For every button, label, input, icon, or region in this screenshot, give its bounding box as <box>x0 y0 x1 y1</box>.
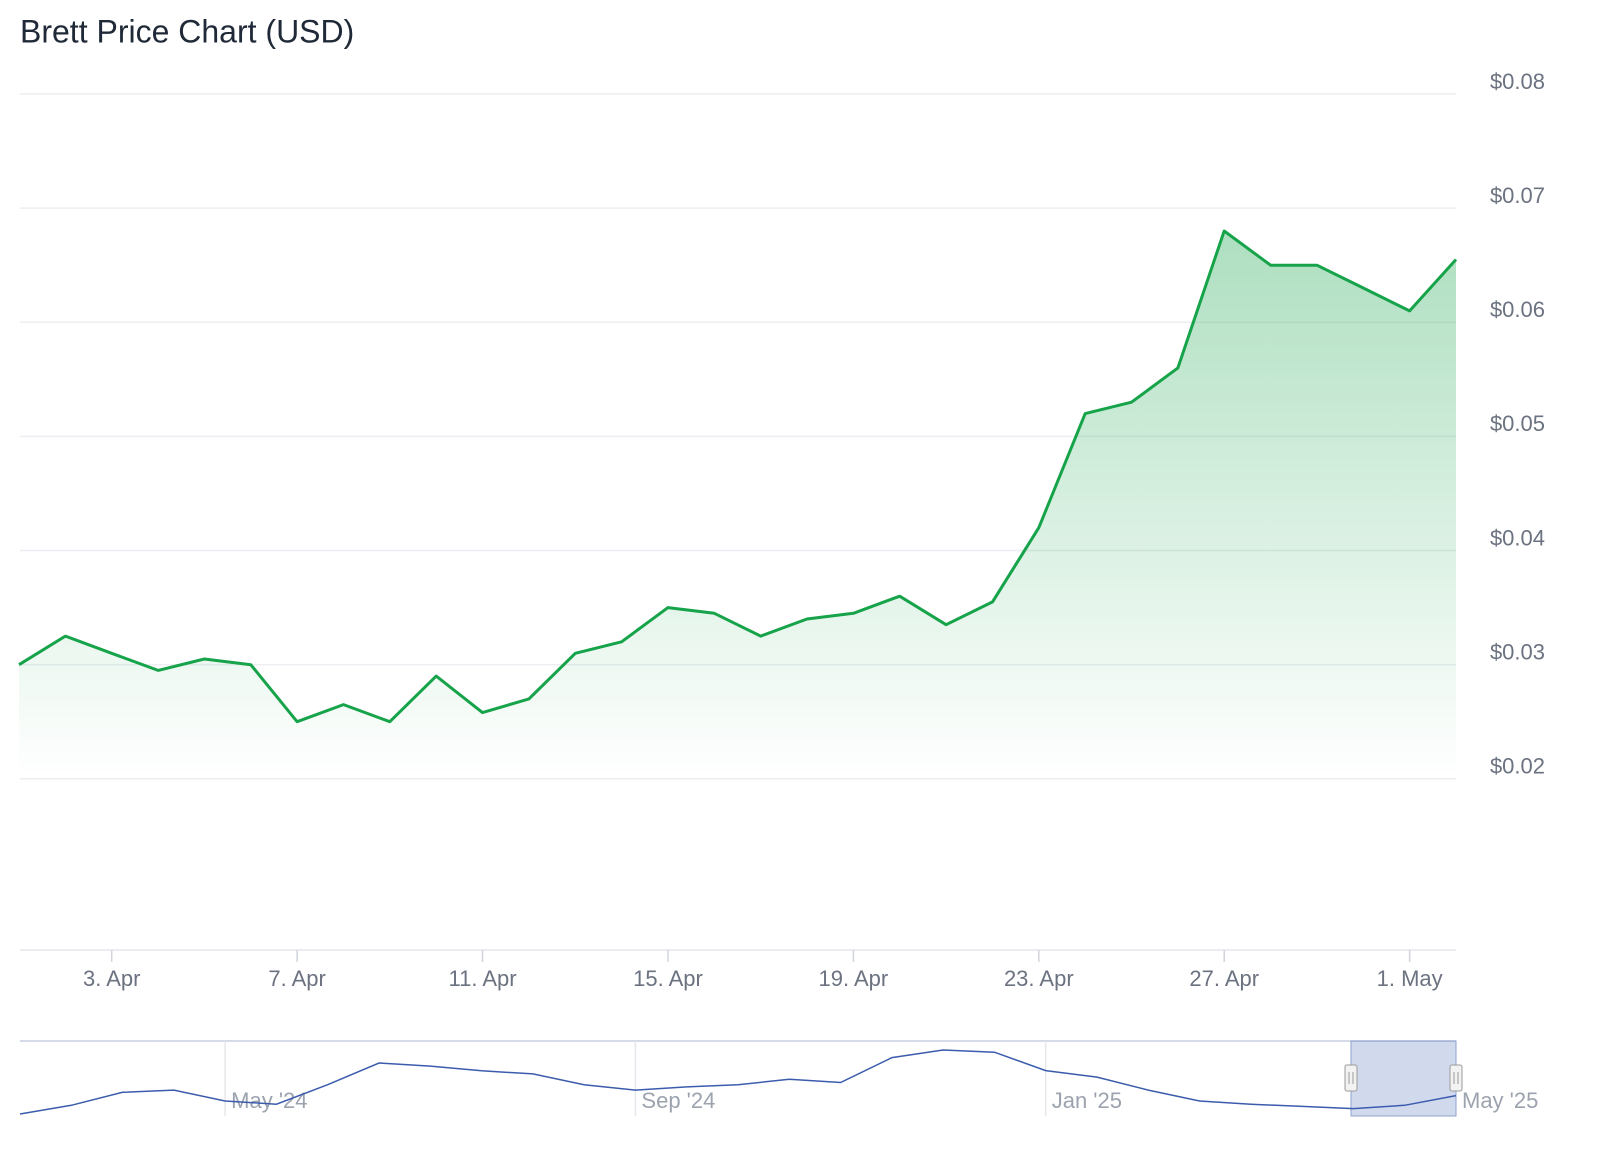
y-tick-label: $0.03 <box>1490 639 1545 664</box>
navigator-handle <box>1344 1064 1358 1092</box>
x-tick-label: 7. Apr <box>268 966 325 991</box>
x-tick-label: 19. Apr <box>819 966 889 991</box>
price-line <box>18 229 1458 724</box>
y-tick-label: $0.05 <box>1490 411 1545 436</box>
navigator-tick-label: May '25 <box>1462 1088 1538 1113</box>
navigator-tick-label: May '24 <box>231 1088 307 1113</box>
y-tick-label: $0.04 <box>1490 525 1545 550</box>
x-tick-label: 11. Apr <box>449 966 517 991</box>
x-tick-label: 15. Apr <box>633 966 703 991</box>
y-tick-label: $0.08 <box>1490 69 1545 94</box>
x-tick-label: 27. Apr <box>1189 966 1259 991</box>
navigator-tick-label: Jan '25 <box>1052 1088 1122 1113</box>
navigator-handle <box>1449 1064 1463 1092</box>
y-tick-label: $0.06 <box>1490 297 1545 322</box>
price-area <box>19 231 1456 779</box>
x-tick-label: 1. May <box>1377 966 1443 991</box>
chart-title: Brett Price Chart (USD) <box>20 13 354 49</box>
navigator-line <box>19 1049 1457 1115</box>
navigator-tick-label: Sep '24 <box>641 1088 715 1113</box>
x-tick-label: 3. Apr <box>83 966 140 991</box>
x-tick-label: 23. Apr <box>1004 966 1074 991</box>
y-tick-label: $0.07 <box>1490 183 1545 208</box>
y-tick-label: $0.02 <box>1490 754 1545 779</box>
